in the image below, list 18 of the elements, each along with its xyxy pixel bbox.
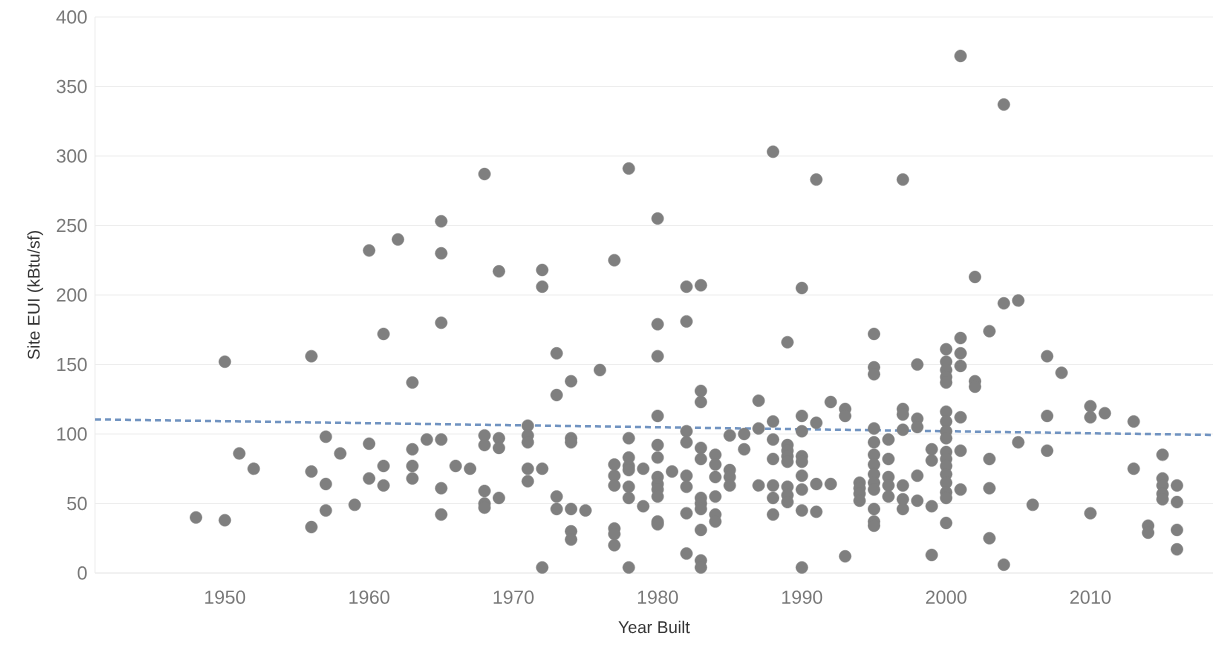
y-tick-label: 250	[56, 218, 87, 233]
y-tick-label: 350	[56, 79, 87, 94]
x-tick-label: 1960	[349, 590, 390, 604]
x-tick-label: 2000	[926, 590, 967, 604]
x-axis-title: Year Built	[618, 620, 690, 634]
y-tick-label: 400	[56, 10, 87, 24]
x-tick-label: 1990	[782, 590, 823, 604]
y-tick-label: 300	[56, 149, 87, 163]
x-tick-label: 2010	[1070, 590, 1111, 604]
x-tick-label: 1980	[638, 590, 678, 604]
x-tick-label: 1950	[205, 590, 246, 604]
y-tick-label: 50	[67, 496, 87, 511]
x-tick-label: 1970	[493, 590, 534, 604]
y-tick-label: 200	[56, 288, 87, 302]
y-tick-label: 0	[77, 566, 87, 580]
y-tick-label: 100	[57, 427, 87, 441]
y-axis-title: Site EUI (kBtu/sf)	[27, 231, 44, 360]
y-tick-label: 150	[57, 357, 87, 372]
